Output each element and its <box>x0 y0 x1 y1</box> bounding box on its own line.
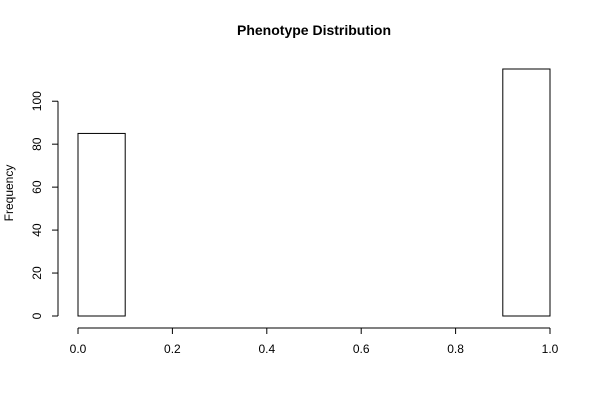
x-tick-label: 0.0 <box>70 342 87 356</box>
y-axis: 0 20 40 60 80 100 <box>30 91 59 319</box>
x-tick-label: 0.8 <box>447 342 464 356</box>
y-axis-label: Frequency <box>2 165 16 222</box>
y-tick-label: 60 <box>30 180 44 194</box>
x-tick-label: 0.2 <box>164 342 181 356</box>
y-tick-label: 20 <box>30 266 44 280</box>
x-tick-label: 0.6 <box>353 342 370 356</box>
x-axis: 0.0 0.2 0.4 0.6 0.8 1.0 <box>70 327 559 356</box>
bars-group <box>77 68 551 317</box>
chart-title: Phenotype Distribution <box>237 22 391 38</box>
histogram-bar <box>502 68 551 317</box>
x-tick-label: 0.4 <box>258 342 275 356</box>
y-tick-label: 100 <box>30 91 44 111</box>
y-tick-label: 40 <box>30 223 44 237</box>
x-tick-label: 1.0 <box>542 342 559 356</box>
y-tick-label: 80 <box>30 137 44 151</box>
y-tick-label: 0 <box>30 312 44 319</box>
histogram-bar <box>77 132 126 317</box>
